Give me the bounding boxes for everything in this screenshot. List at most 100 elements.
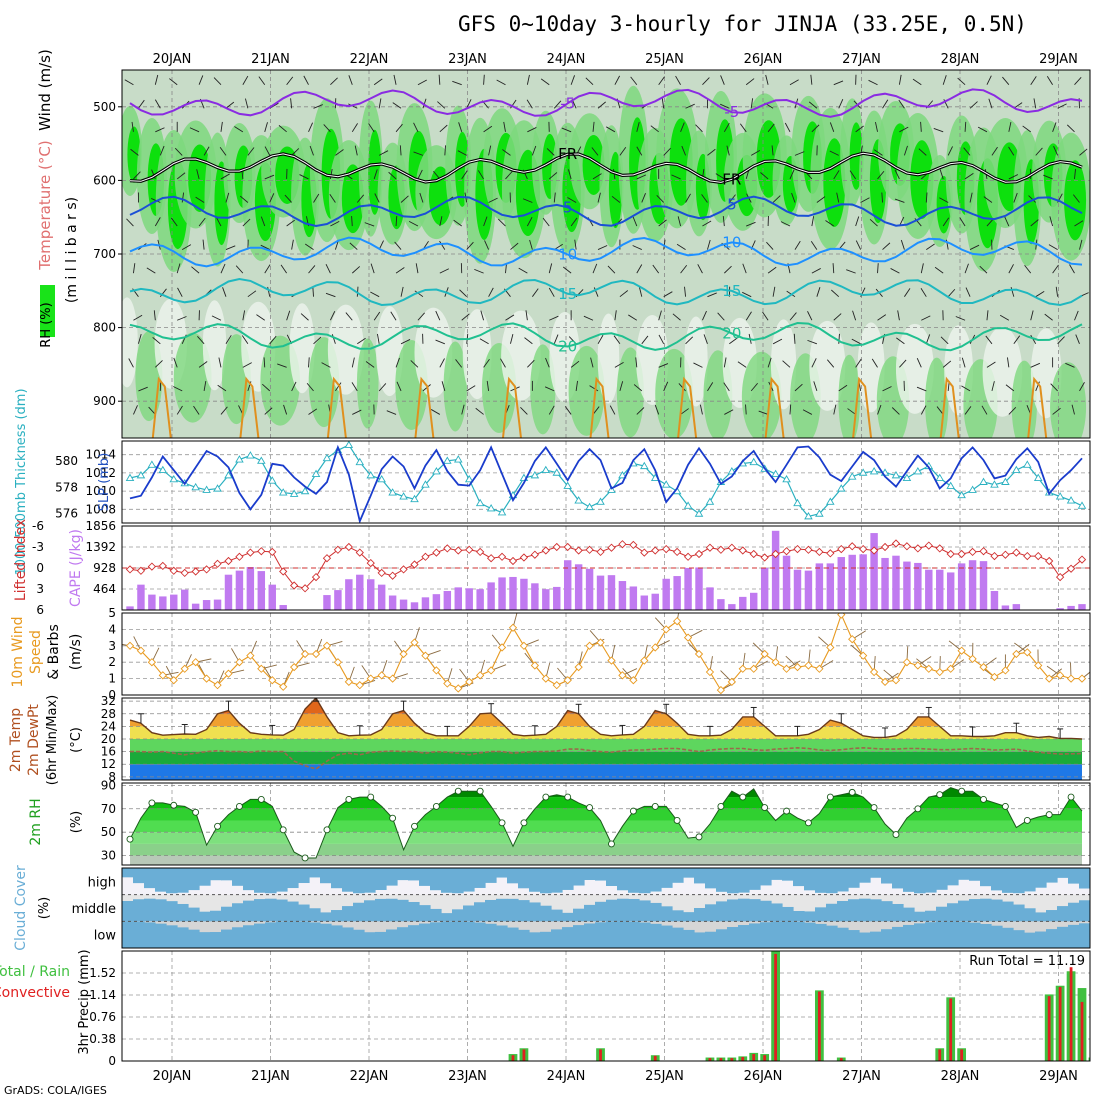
- wind-barb: [760, 172, 769, 180]
- wind-barb: [417, 79, 427, 86]
- li-point: [322, 554, 332, 563]
- wind-barb: [606, 126, 616, 133]
- rh-point: [870, 804, 878, 812]
- wind-speed-point: [683, 633, 693, 642]
- cloud-cover-cell: [199, 868, 211, 886]
- wind-barb: [461, 313, 470, 321]
- y-tick-label: 0: [108, 1054, 116, 1068]
- day-label-bottom: 22JAN: [350, 1069, 389, 1084]
- day-label-bottom: 27JAN: [842, 1069, 881, 1084]
- wind-speed-point: [235, 658, 244, 667]
- thickness-point: [486, 504, 496, 512]
- rh-band: [130, 855, 1082, 865]
- cloud-cover-cell: [265, 922, 277, 948]
- cloud-cover-cell: [903, 907, 915, 922]
- wind-barb: [685, 193, 691, 203]
- ylabel-rh2m: 2m RH: [28, 798, 44, 845]
- rh-point: [586, 804, 594, 812]
- wind-speed-point: [279, 682, 288, 691]
- cloud-cover-cell: [430, 868, 442, 891]
- cape-bar: [684, 567, 692, 610]
- y-tick-label: 1.52: [89, 966, 116, 980]
- wind-barb: [833, 313, 842, 321]
- cape-bar: [553, 586, 561, 610]
- chart-title: GFS 0~10day 3-hourly for JINJA (33.25E, …: [458, 12, 1027, 36]
- thickness-point: [1077, 501, 1087, 509]
- cloud-cover-cell: [727, 868, 739, 894]
- y-tick-label: 12: [101, 757, 116, 771]
- wind-barb: [1008, 406, 1017, 415]
- wind-speed-point: [880, 677, 890, 687]
- cloud-cover-cell: [210, 868, 222, 881]
- wind-barb: [1071, 404, 1075, 415]
- wind-barb: [483, 74, 485, 85]
- wind-barb: [546, 148, 555, 156]
- run-total-label: Run Total = 11.19: [969, 954, 1085, 969]
- wind-barb: [986, 75, 992, 85]
- wind-barb: [868, 79, 878, 86]
- cloud-cover-cell: [606, 921, 618, 948]
- wind-barb: [831, 289, 840, 298]
- wind-barb: [242, 362, 252, 368]
- li-point: [158, 561, 167, 571]
- precip-convective-bar: [599, 1049, 602, 1061]
- isotherm-label: 15: [558, 285, 577, 303]
- y-tick-label: 700: [93, 247, 116, 261]
- upper-air-plot: -5 -5 FR FR 5 5 10 10 15 15 20 20: [122, 70, 1090, 438]
- wind-barb: [585, 77, 594, 86]
- thickness-point: [443, 456, 452, 464]
- cape-bar: [126, 606, 134, 610]
- precip-total-bar: [1088, 1057, 1090, 1061]
- cloud-cover-cell: [683, 868, 695, 878]
- y-tick-label: 4: [108, 622, 116, 636]
- cloud-cover-cell: [342, 927, 354, 948]
- li-point: [180, 568, 189, 578]
- wind-barb: [881, 192, 883, 203]
- wind-barb: [378, 150, 389, 156]
- li-point: [694, 549, 704, 559]
- wind-barb: [816, 196, 826, 203]
- wind-barb: [877, 170, 885, 180]
- cloud-cover-cell: [584, 904, 596, 922]
- wind-barb: [497, 218, 506, 227]
- wind-speed-point: [793, 662, 802, 672]
- wind-speed-point: [902, 658, 912, 667]
- wind-barb: [723, 382, 730, 392]
- li-point: [782, 547, 791, 556]
- wind-barb: [1005, 384, 1015, 392]
- wind-speed-point: [771, 658, 780, 667]
- cloud-cover-cell: [595, 922, 607, 948]
- wind-barb: [890, 268, 900, 274]
- cloud-cover-cell: [716, 901, 728, 922]
- wind-barb: [701, 194, 708, 203]
- wind-barb: [146, 267, 156, 274]
- wind-barb: [855, 240, 862, 250]
- cape-bar: [1001, 605, 1010, 610]
- wind-speed-point: [957, 646, 966, 655]
- wind-barb: [758, 410, 769, 415]
- wind-barb: [969, 244, 980, 250]
- cloud-cover-cell: [364, 932, 376, 948]
- wind-barb: [638, 286, 643, 297]
- wind-barb: [567, 169, 572, 180]
- cloud-cover-cell: [518, 900, 530, 922]
- wind-barb: [414, 290, 424, 298]
- wind-barb: [658, 363, 669, 368]
- thickness-point: [793, 498, 802, 507]
- thickness-point: [563, 481, 572, 489]
- li-point: [355, 548, 364, 557]
- cape-bar: [739, 596, 747, 610]
- wind-barb: [181, 192, 185, 203]
- li-point: [902, 542, 912, 551]
- wind-barb: [969, 192, 973, 203]
- wind-barb: [133, 314, 143, 321]
- cape-bar: [159, 596, 167, 610]
- cloud-cover-cell: [639, 868, 651, 894]
- cloud-cover-cell: [166, 868, 178, 894]
- cloud-cover-cell: [144, 922, 156, 948]
- cloud-cover-cell: [1035, 912, 1047, 922]
- rh-point: [629, 807, 637, 815]
- cape-bar: [760, 567, 769, 610]
- wind-speed-point: [705, 667, 715, 677]
- wind-barb: [745, 404, 747, 415]
